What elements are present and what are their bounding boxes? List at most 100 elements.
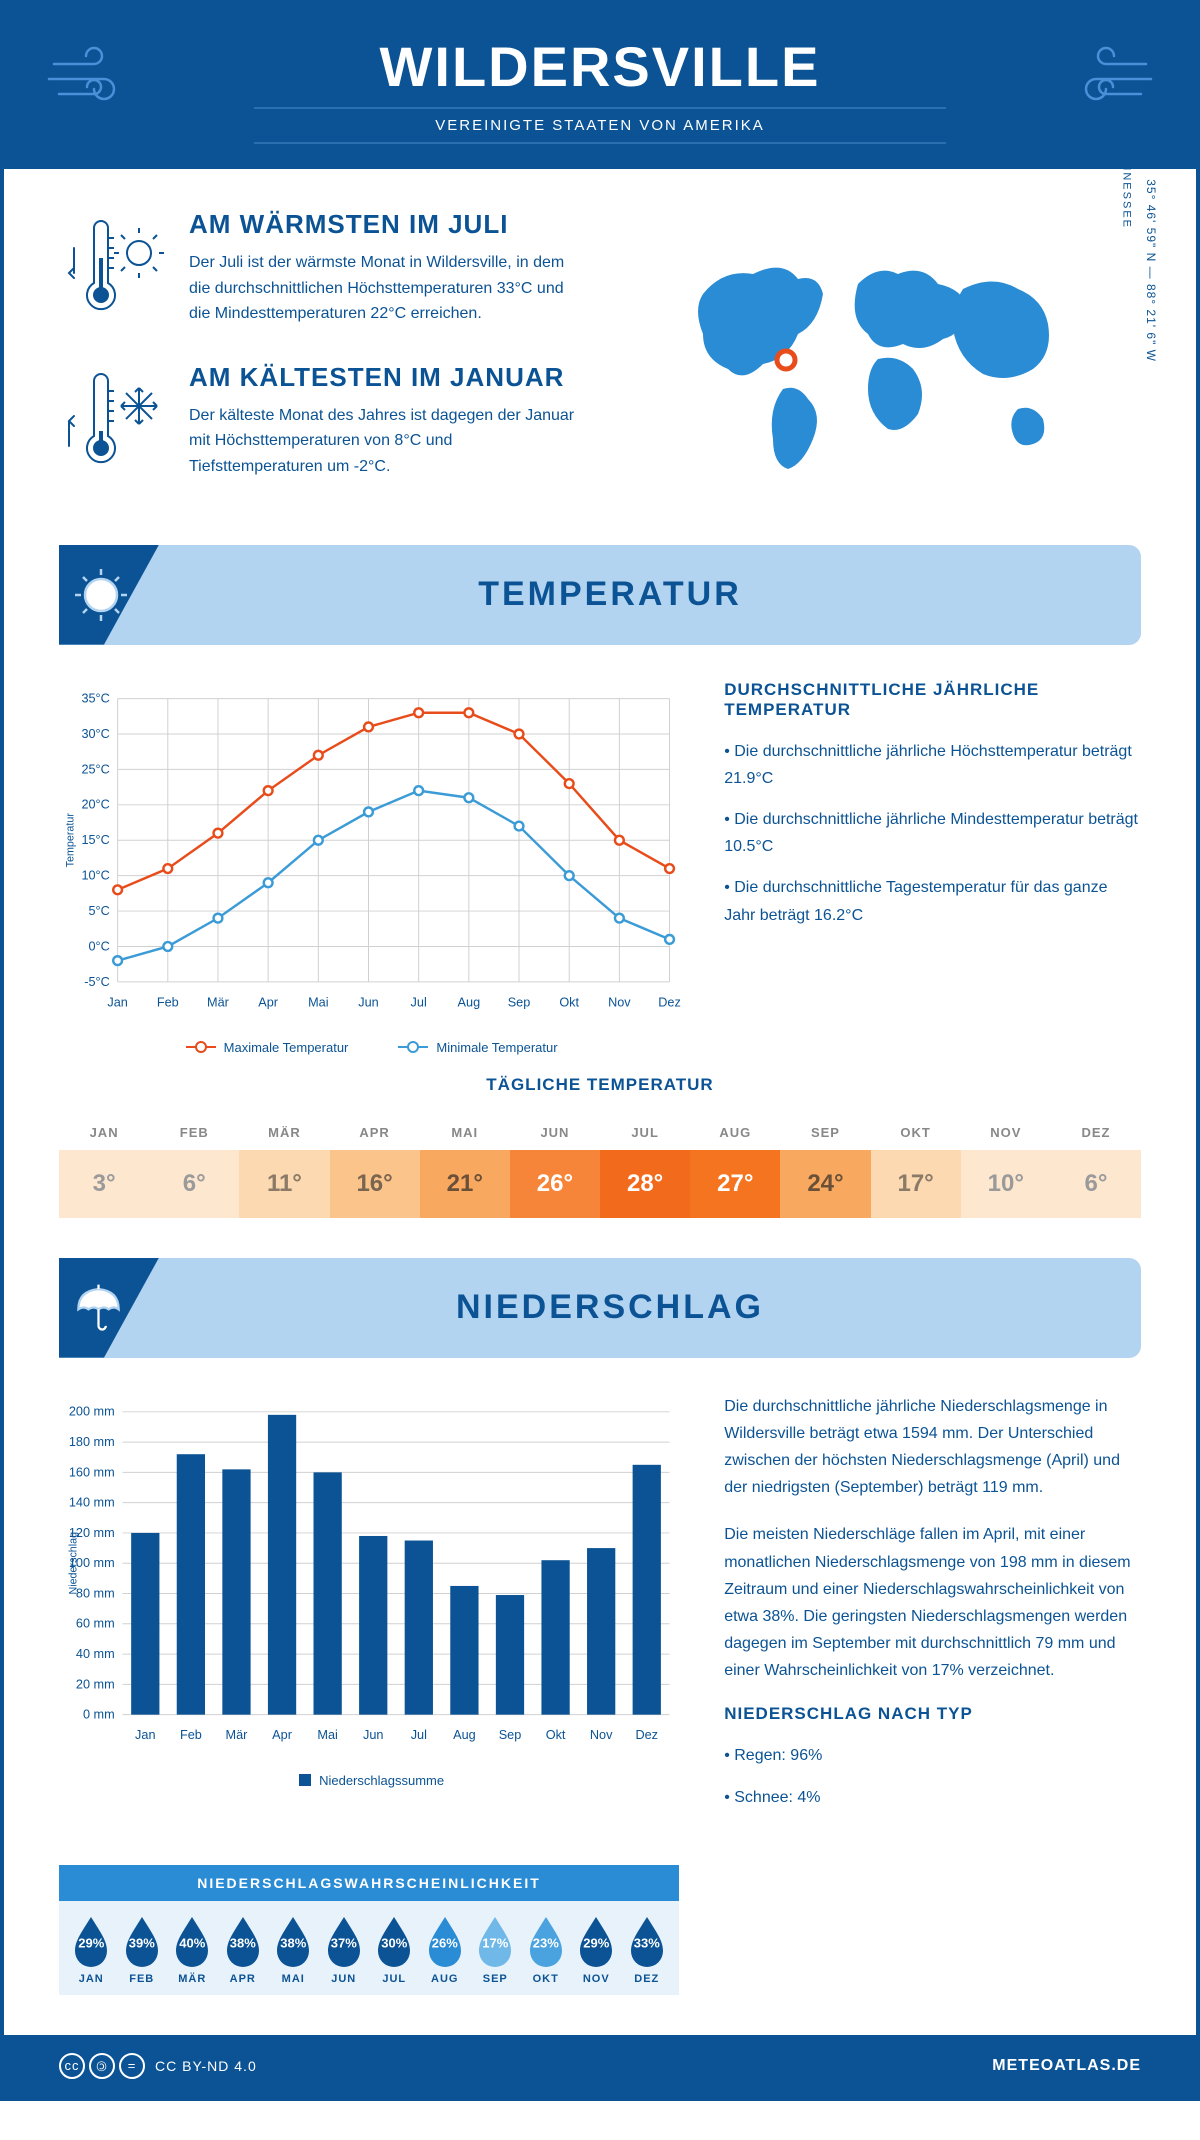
wind-icon [44, 44, 134, 119]
temp-summary-item: Die durchschnittliche jährliche Höchstte… [724, 738, 1141, 792]
svg-text:Jan: Jan [135, 1728, 155, 1742]
prob-cell: 29%NOV [572, 1915, 621, 1985]
license-label: CC BY-ND 4.0 [155, 2058, 257, 2074]
svg-text:160 mm: 160 mm [69, 1465, 115, 1479]
page-title: WILDERSVILLE [24, 34, 1176, 99]
precip-para-2: Die meisten Niederschläge fallen im Apri… [724, 1521, 1141, 1684]
temp-legend: Maximale Temperatur Minimale Temperatur [59, 1040, 684, 1055]
temp-cell: NOV10° [961, 1115, 1051, 1218]
prob-cell: 38%APR [219, 1915, 268, 1985]
svg-text:180 mm: 180 mm [69, 1435, 115, 1449]
svg-text:Sep: Sep [508, 995, 531, 1009]
temp-cell: FEB6° [149, 1115, 239, 1218]
temp-summary-item: Die durchschnittliche Tagestemperatur fü… [724, 874, 1141, 928]
temp-cell: JUL28° [600, 1115, 690, 1218]
precip-type-rain: Regen: 96% [724, 1742, 1141, 1769]
precip-legend-label: Niederschlagssumme [319, 1773, 444, 1788]
world-map [663, 234, 1093, 489]
svg-text:60 mm: 60 mm [76, 1616, 115, 1630]
svg-text:Mär: Mär [226, 1728, 249, 1742]
page: WILDERSVILLE VEREINIGTE STAATEN VON AMER… [0, 0, 1200, 2101]
temp-heading: TEMPERATUR [159, 575, 1141, 614]
umbrella-icon [59, 1258, 159, 1358]
prob-body: 29%JAN39%FEB40%MÄR38%APR38%MAI37%JUN30%J… [59, 1901, 679, 1995]
prob-cell: 38%MAI [269, 1915, 318, 1985]
temp-cell: JAN3° [59, 1115, 149, 1218]
svg-text:Sep: Sep [499, 1728, 522, 1742]
temp-cell: OKT17° [871, 1115, 961, 1218]
wind-icon [1066, 44, 1156, 119]
svg-text:Nov: Nov [608, 995, 631, 1009]
svg-text:20°C: 20°C [81, 797, 109, 811]
svg-text:140 mm: 140 mm [69, 1495, 115, 1509]
location-marker-icon [773, 347, 799, 378]
prob-cell: 40%MÄR [168, 1915, 217, 1985]
svg-text:Apr: Apr [272, 1728, 293, 1742]
cold-fact: AM KÄLTESTEN IM JANUAR Der kälteste Mona… [59, 362, 585, 480]
intro-section: AM WÄRMSTEN IM JULI Der Juli ist der wär… [4, 169, 1196, 545]
header: WILDERSVILLE VEREINIGTE STAATEN VON AMER… [4, 4, 1196, 169]
svg-text:Apr: Apr [258, 995, 279, 1009]
precip-heading: NIEDERSCHLAG [159, 1288, 1141, 1327]
svg-text:Mär: Mär [207, 995, 230, 1009]
cc-icons: cc 🄯 = [59, 2053, 145, 2079]
temp-cell: JUN26° [510, 1115, 600, 1218]
svg-text:40 mm: 40 mm [76, 1647, 115, 1661]
warm-text: Der Juli ist der wärmste Monat in Wilder… [189, 250, 585, 327]
svg-text:Aug: Aug [458, 995, 481, 1009]
temp-summary-item: Die durchschnittliche jährliche Mindestt… [724, 806, 1141, 860]
temp-content: -5°C0°C5°C10°C15°C20°C25°C30°C35°CJanFeb… [4, 645, 1196, 1075]
prob-cell: 29%JAN [67, 1915, 116, 1985]
svg-text:Jul: Jul [411, 995, 427, 1009]
temp-section-bar: TEMPERATUR [59, 545, 1141, 645]
legend-min-label: Minimale Temperatur [436, 1040, 557, 1055]
page-subtitle: VEREINIGTE STAATEN VON AMERIKA [254, 107, 945, 144]
svg-text:25°C: 25°C [81, 762, 109, 776]
temp-cell: AUG27° [690, 1115, 780, 1218]
daily-temp-row: JAN3°FEB6°MÄR11°APR16°MAI21°JUN26°JUL28°… [59, 1115, 1141, 1218]
thermometer-cold-icon [59, 362, 169, 480]
cc-icon: cc [59, 2053, 85, 2079]
precip-type-heading: NIEDERSCHLAG NACH TYP [724, 1704, 1141, 1724]
svg-text:Nov: Nov [590, 1728, 613, 1742]
prob-cell: 39%FEB [118, 1915, 167, 1985]
temp-line-chart: -5°C0°C5°C10°C15°C20°C25°C30°C35°CJanFeb… [59, 680, 684, 1020]
state-label: TENNESSEE [1121, 144, 1133, 229]
temp-summary-list: Die durchschnittliche jährliche Höchstte… [724, 738, 1141, 929]
svg-text:Jul: Jul [411, 1728, 427, 1742]
svg-text:200 mm: 200 mm [69, 1404, 115, 1418]
svg-text:Jun: Jun [363, 1728, 383, 1742]
brand-label: METEOATLAS.DE [992, 2057, 1141, 2075]
temp-cell: DEZ6° [1051, 1115, 1141, 1218]
svg-text:30°C: 30°C [81, 726, 109, 740]
prob-heading: NIEDERSCHLAGSWAHRSCHEINLICHKEIT [59, 1865, 679, 1901]
coords-label: 35° 46' 59" N — 88° 21' 6" W [1144, 179, 1158, 362]
svg-text:35°C: 35°C [81, 691, 109, 705]
precip-section-bar: NIEDERSCHLAG [59, 1258, 1141, 1358]
svg-text:Okt: Okt [559, 995, 579, 1009]
nd-icon: = [119, 2053, 145, 2079]
svg-text:20 mm: 20 mm [76, 1677, 115, 1691]
cold-title: AM KÄLTESTEN IM JANUAR [189, 362, 585, 393]
precip-type-snow: Schnee: 4% [724, 1784, 1141, 1811]
precip-prob-box: NIEDERSCHLAGSWAHRSCHEINLICHKEIT 29%JAN39… [59, 1865, 679, 1995]
temp-cell: MAI21° [420, 1115, 510, 1218]
thermometer-hot-icon [59, 209, 169, 327]
daily-temp-heading: TÄGLICHE TEMPERATUR [59, 1075, 1141, 1095]
svg-text:Niederschlag: Niederschlag [68, 1531, 80, 1594]
svg-text:Jan: Jan [107, 995, 127, 1009]
svg-text:Mai: Mai [308, 995, 328, 1009]
precip-legend: Niederschlagssumme [59, 1773, 684, 1788]
cold-text: Der kälteste Monat des Jahres ist dagege… [189, 403, 585, 480]
precip-content: 0 mm20 mm40 mm60 mm80 mm100 mm120 mm140 … [4, 1358, 1196, 1845]
svg-text:0°C: 0°C [89, 939, 110, 953]
temp-cell: MÄR11° [239, 1115, 329, 1218]
svg-text:Aug: Aug [453, 1728, 476, 1742]
footer: cc 🄯 = CC BY-ND 4.0 METEOATLAS.DE [4, 2035, 1196, 2097]
legend-max-label: Maximale Temperatur [224, 1040, 349, 1055]
svg-text:80 mm: 80 mm [76, 1586, 115, 1600]
temp-cell: APR16° [330, 1115, 420, 1218]
svg-text:Feb: Feb [157, 995, 179, 1009]
precip-bar-chart: 0 mm20 mm40 mm60 mm80 mm100 mm120 mm140 … [59, 1393, 684, 1753]
warm-title: AM WÄRMSTEN IM JULI [189, 209, 585, 240]
